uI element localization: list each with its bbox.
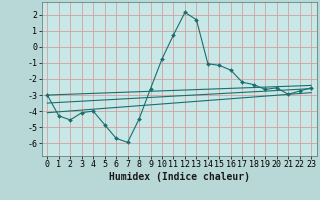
X-axis label: Humidex (Indice chaleur): Humidex (Indice chaleur): [109, 172, 250, 182]
